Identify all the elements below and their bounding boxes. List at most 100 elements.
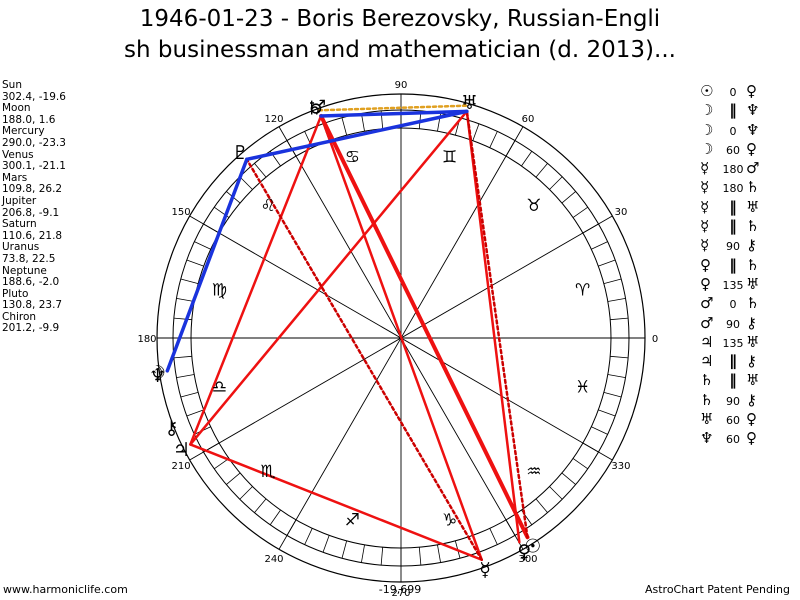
aspect-planet-a-icon: ☽ [700,139,714,158]
ring-tick [173,317,192,321]
aspect-planet-a-icon: ☿ [700,178,710,197]
aspect-angle: 90 [726,317,740,331]
zodiac-sign-icon: ♋ [345,147,360,167]
aspect-angle: ∥ [729,352,737,371]
degree-label: 270 [391,588,410,599]
degree-label: 30 [615,207,628,218]
degree-label: 0 [652,334,658,345]
planet-position-list: Sun 302.4, -19.6 Moon 188.0, 1.6 Mercury 290.… [2,79,66,335]
aspect-planet-b-icon: ♀ [746,429,757,448]
ring-tick [489,131,498,148]
footer-patent-note: AstroChart Patent Pending [644,583,790,596]
aspect-planet-b-icon: ♄ [746,178,760,197]
aspect-row: ☿ 180 ♄ [700,178,759,197]
aspect-planet-a-icon: ♄ [700,390,714,409]
ring-tick [176,298,195,302]
aspect-planet-b-icon: ⚷ [746,313,757,332]
aspect-planet-a-icon: ☽ [700,120,714,139]
aspect-planet-a-icon: ♂ [700,313,714,332]
aspect-planet-a-icon: ♅ [700,410,714,429]
aspect-line [189,114,323,446]
ring-tick [549,486,563,500]
planet-coords: 201.2, -9.9 [2,322,60,335]
zodiac-sign-icon: ♏ [260,462,275,482]
ring-tick [610,317,629,321]
degree-label: 300 [518,554,537,565]
planet-glyph-icon: ♂ [309,97,326,119]
planet-coords: 73.8, 22.5 [2,252,56,265]
wheel-labels: 0 30 60 90 120 150 180 210 240 270 300 330 ♈ ♉ ♊ ♋ ♌ ♍ ♎ ♏ ♐… [137,80,658,599]
chart-title-line2: sh businessman and mathematician (d. 201… [124,37,676,63]
planet-glyph-icon: ⚷ [165,417,179,439]
degree-label: 330 [611,461,630,472]
aspect-line [465,110,529,539]
aspect-angle: 60 [726,433,740,447]
aspect-angle: 135 [722,336,744,350]
aspect-line [465,110,521,544]
zodiac-sign-icon: ♓ [575,378,590,398]
footer-center-value: -19,699 [378,583,422,596]
aspect-line [317,104,470,112]
aspect-row: ♃ 135 ♅ [700,333,759,352]
ring-tick [598,409,616,417]
ring-tick [304,528,313,545]
zodiac-sign-icon: ♐ [345,511,360,531]
planet-glyph-icon: ☿ [479,559,491,581]
degree-label: 210 [171,461,190,472]
planet-glyph-icon: ♃ [173,439,190,461]
aspect-planet-a-icon: ♄ [700,371,714,390]
aspect-angle: ‖ [729,371,737,390]
ring-tick [194,241,211,250]
aspect-planet-a-icon: ☿ [700,236,710,255]
aspect-row: ☉ 0 ♀ [700,82,759,101]
aspect-line [319,114,483,562]
ring-tick [180,278,199,285]
ring-tick [591,241,608,250]
zodiac-sign-icon: ♌ [260,196,275,216]
degree-label: 150 [171,207,190,218]
ring-tick [603,391,622,398]
aspect-row: ☽ 60 ♀ [700,140,759,159]
planet-glyph-icon: ☉ [524,536,541,558]
planet-name: Pluto [2,287,29,300]
aspect-planet-a-icon: ☿ [700,159,710,178]
aspect-list: ☉ 0 ♀ ☽ ‖ ♆ ☽ 0 ♆ ☽ 60 ♀ ☿ 180 ♂ ☿ 180 ♄ ☿ ‖ ♅ ☿ ‖ ♄ ☿ 90 ⚷ ♀ ‖ ♄ ♀ 135… [700,82,759,449]
aspect-row: ☿ 90 ⚷ [700,236,759,255]
planet-coords: 188.6, -2.0 [2,276,60,289]
aspect-line [319,109,469,118]
zodiac-sign-icon: ♍ [212,280,227,300]
aspect-lines [165,104,530,562]
aspect-line [189,443,483,562]
aspect-planet-a-icon: ♆ [700,429,714,448]
ring-tick [226,472,241,485]
aspect-row: ♀ ‖ ♄ [700,256,759,275]
aspect-row: ♄ ‖ ♅ [700,371,759,390]
aspect-angle: 60 [726,414,740,428]
aspect-row: ☿ ‖ ♅ [700,198,759,217]
aspect-angle: ‖ [729,255,737,274]
aspect-planet-b-icon: ♀ [746,82,757,100]
planet-name: Saturn [2,218,37,231]
ring-tick [603,278,622,285]
zodiac-sign-icon: ♉ [526,196,541,216]
aspect-planet-a-icon: ☽ [700,101,714,120]
ring-tick [214,458,230,470]
aspect-planet-a-icon: ♂ [700,294,714,313]
planet-name: Mars [2,171,28,184]
ring-tick [341,540,348,559]
aspect-row: ♆ 60 ♀ [700,429,759,448]
zodiac-sign-icon: ♊ [442,147,457,167]
planet-name: Jupiter [2,194,37,207]
aspect-planet-b-icon: ♄ [746,294,760,313]
aspect-planet-a-icon: ♀ [700,274,711,293]
ring-tick [549,176,563,190]
aspect-planet-a-icon: ☿ [700,197,710,216]
aspect-row: ♂ 0 ♄ [700,294,759,313]
aspect-angle: ‖ [729,101,737,120]
ring-tick [610,355,629,359]
planet-glyph-icon: ♇ [232,142,249,164]
aspect-line [189,110,469,446]
aspect-planet-b-icon: ⚷ [746,390,757,409]
ring-tick [598,259,616,267]
aspect-row: ☿ 180 ♂ [700,159,759,178]
